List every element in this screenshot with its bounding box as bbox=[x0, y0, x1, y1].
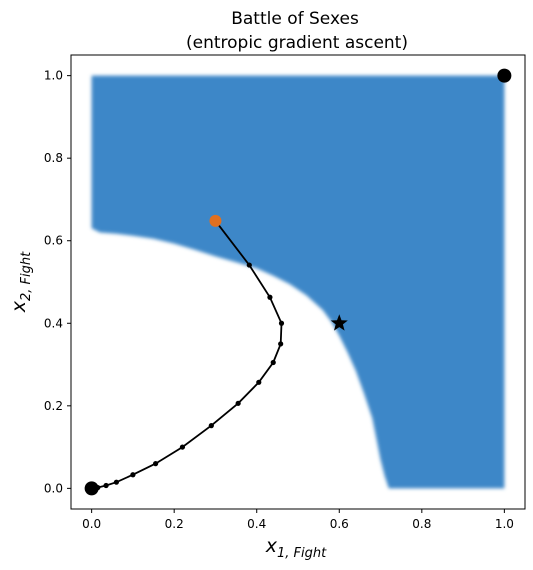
trajectory-point bbox=[153, 461, 159, 467]
x-tick-label: 0.8 bbox=[412, 517, 431, 531]
y-tick-label: 0.0 bbox=[44, 481, 63, 495]
trajectory-point bbox=[208, 423, 214, 429]
y-tick-label: 0.2 bbox=[44, 399, 63, 413]
shaded-region bbox=[91, 75, 505, 489]
x-axis-label-sub: 1, Fight bbox=[277, 546, 327, 561]
start-marker bbox=[84, 481, 99, 496]
trajectory-points bbox=[89, 218, 285, 491]
trajectory-point bbox=[103, 482, 109, 489]
y-tick-label: 1.0 bbox=[44, 69, 63, 83]
trajectory-point bbox=[130, 472, 136, 478]
y-tick-label: 0.8 bbox=[44, 151, 63, 165]
x-tick-label: 0.0 bbox=[82, 517, 101, 531]
y-tick-label: 0.6 bbox=[44, 234, 63, 248]
y-axis-ticks: 0.0 0.2 0.4 0.6 0.8 1.0 bbox=[44, 69, 71, 495]
trajectory-point bbox=[246, 262, 252, 268]
star-marker bbox=[330, 314, 348, 331]
markers bbox=[84, 68, 512, 496]
x-tick-label: 1.0 bbox=[495, 517, 514, 531]
y-axis-label: x2, Fight bbox=[8, 251, 34, 313]
x-axis-label: x1, Fight bbox=[265, 535, 327, 561]
x-axis-ticks: 0.0 0.2 0.4 0.6 0.8 1.0 bbox=[82, 509, 514, 531]
axes-frame bbox=[70, 54, 526, 510]
trajectory-point bbox=[113, 479, 119, 485]
trajectory-point bbox=[235, 400, 241, 406]
chart-title: Battle of Sexes bbox=[231, 9, 359, 29]
y-axis-label-main: x bbox=[8, 300, 30, 313]
x-tick-label: 0.6 bbox=[330, 517, 349, 531]
x-tick-label: 0.2 bbox=[165, 517, 184, 531]
corner-marker bbox=[497, 68, 512, 83]
trajectory-point bbox=[267, 294, 273, 300]
trajectory-point bbox=[270, 359, 276, 366]
end-marker bbox=[209, 214, 222, 227]
x-tick-label: 0.4 bbox=[247, 517, 266, 531]
y-tick-label: 0.4 bbox=[44, 316, 63, 330]
trajectory-point bbox=[278, 341, 284, 347]
trajectory-line bbox=[91, 220, 283, 490]
chart-subtitle: (entropic gradient ascent) bbox=[186, 33, 408, 53]
plot-area bbox=[84, 68, 512, 496]
trajectory-point bbox=[179, 444, 186, 450]
x-axis-label-main: x bbox=[265, 535, 278, 557]
y-axis-label-sub: 2, Fight bbox=[19, 251, 34, 301]
trajectory-point bbox=[256, 379, 262, 385]
trajectory-point bbox=[278, 320, 285, 326]
